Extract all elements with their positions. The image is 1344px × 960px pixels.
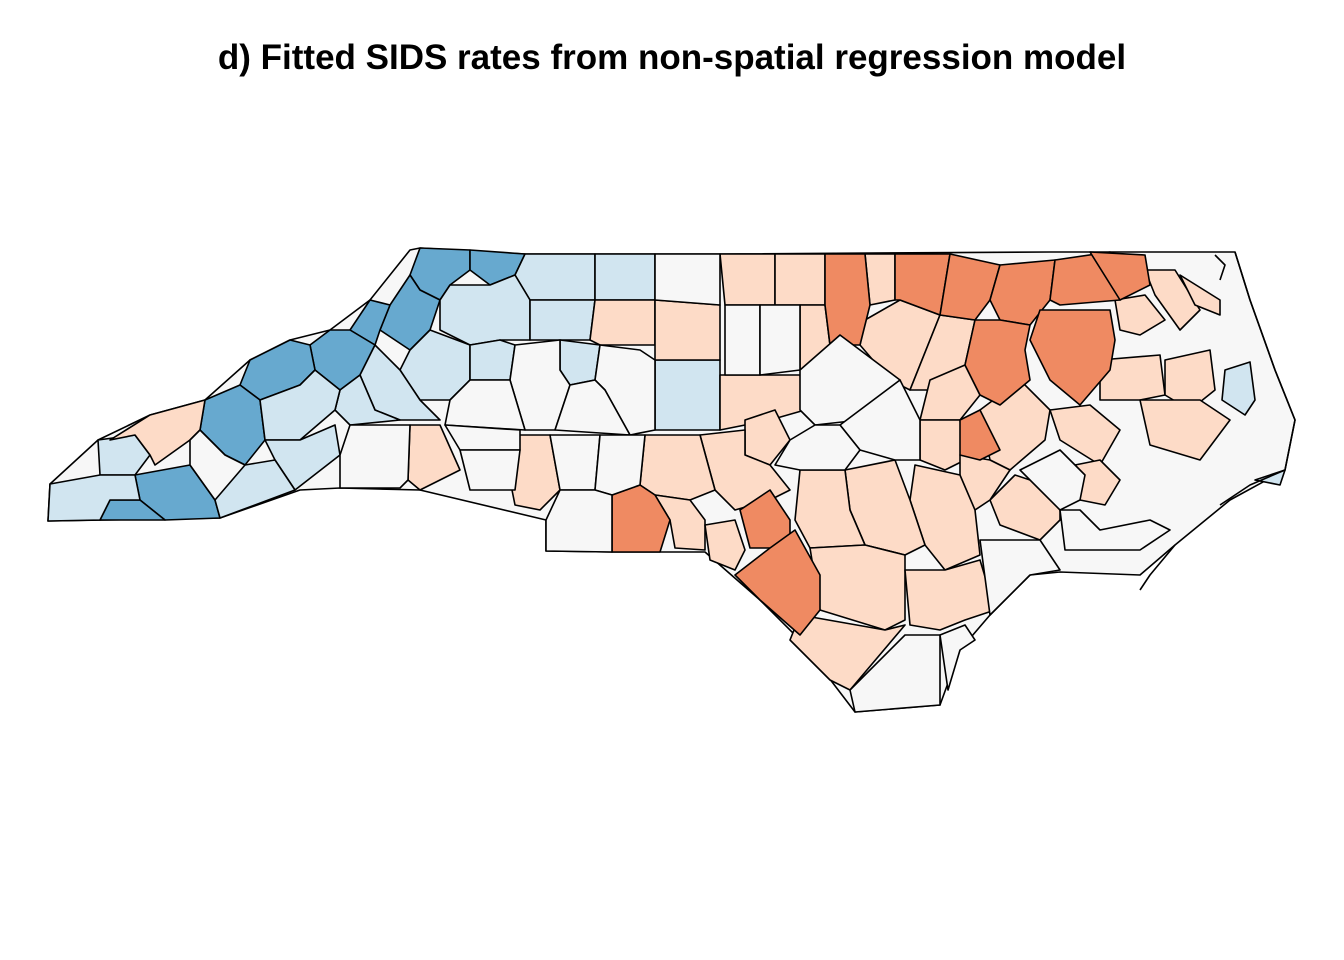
county — [824, 253, 871, 346]
county — [919, 364, 981, 421]
county — [654, 299, 721, 361]
county — [654, 359, 721, 431]
county — [699, 429, 791, 511]
county — [719, 374, 806, 431]
county — [849, 634, 941, 713]
county — [1019, 449, 1086, 511]
county — [1114, 294, 1166, 336]
county — [939, 253, 1001, 321]
county — [554, 379, 631, 436]
county — [964, 319, 1031, 406]
county — [189, 429, 246, 501]
county — [594, 434, 646, 496]
county — [979, 539, 1061, 616]
county — [439, 274, 531, 346]
county — [469, 339, 516, 381]
county — [529, 299, 596, 341]
county — [759, 304, 801, 376]
county — [719, 253, 776, 306]
county — [339, 424, 411, 489]
county — [1049, 404, 1121, 466]
county — [654, 253, 721, 306]
county — [959, 409, 1001, 461]
county — [1089, 251, 1151, 301]
county — [545, 489, 613, 553]
county — [1029, 309, 1116, 406]
sound-island — [1214, 254, 1226, 281]
county — [939, 624, 976, 691]
map-title: d) Fitted SIDS rates from non-spatial re… — [217, 38, 1127, 77]
county — [349, 299, 391, 346]
county — [774, 424, 861, 471]
county — [1099, 354, 1166, 401]
county — [109, 399, 206, 466]
county — [1179, 274, 1221, 316]
county — [919, 419, 966, 471]
county — [444, 379, 526, 431]
county — [774, 253, 826, 306]
county — [1144, 269, 1201, 331]
county — [894, 253, 951, 316]
county — [589, 299, 656, 346]
county — [1139, 399, 1231, 461]
county — [1221, 361, 1256, 416]
county — [734, 529, 821, 636]
county — [704, 519, 746, 571]
county — [904, 559, 996, 631]
county — [47, 474, 141, 522]
county — [1059, 509, 1171, 551]
outer-banks — [1219, 251, 1296, 506]
county — [594, 253, 656, 301]
county — [724, 304, 761, 376]
outer-banks — [1139, 544, 1176, 591]
county — [1164, 349, 1216, 411]
county — [459, 449, 521, 491]
county — [514, 253, 596, 301]
